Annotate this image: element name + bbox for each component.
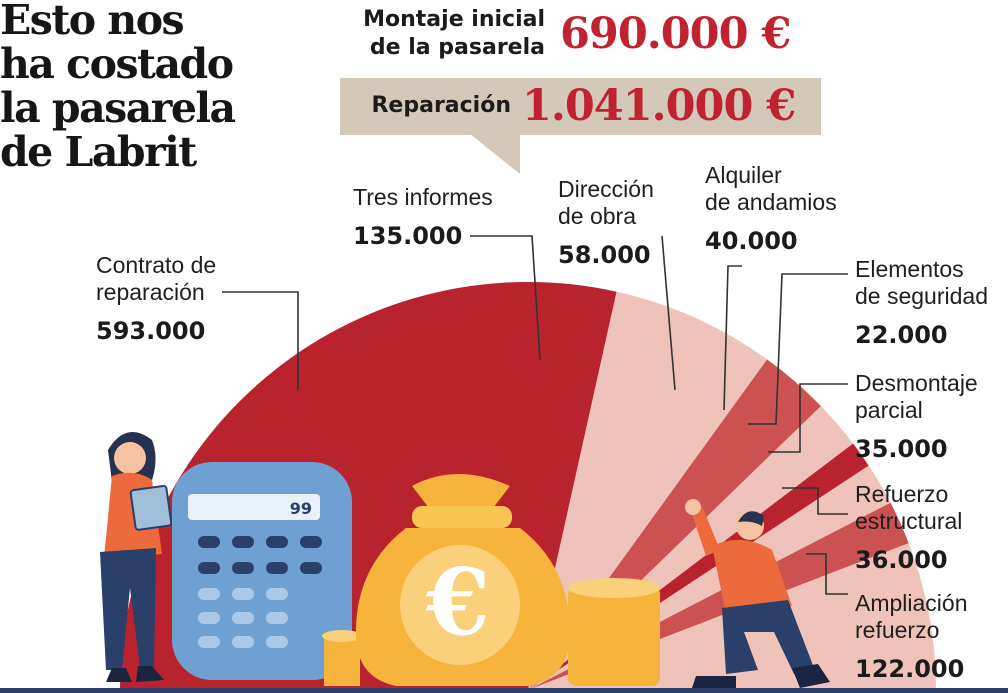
category-name: Tres informes [353, 184, 493, 210]
category-name: de andamios [705, 189, 837, 215]
category-value: 122.000 [855, 655, 965, 683]
leader-line [782, 487, 848, 515]
category-name: Elementos [855, 256, 964, 282]
category-value: 36.000 [855, 546, 948, 574]
label-desmontaje-parcial: Desmontaje parcial 35.000 [855, 370, 978, 463]
euro-money-bag-icon: € [322, 474, 660, 686]
initial-cost-label-line: Montaje inicial [363, 7, 545, 32]
calculator-icon: 99 [172, 462, 352, 680]
category-name: Ampliación [855, 590, 968, 616]
category-name: reparación [96, 279, 205, 305]
leader-line [222, 291, 299, 390]
repair-cost-label: Reparación [371, 93, 511, 118]
label-alquiler-andamios: Alquiler de andamios 40.000 [705, 162, 837, 255]
svg-text:€: € [425, 548, 490, 656]
infographic-title: Esto nos ha costado la pasarela de Labri… [0, 0, 300, 174]
bottom-rule [0, 688, 1008, 693]
initial-cost-label: Montaje inicial de la pasarela [330, 6, 545, 62]
category-name: refuerzo [855, 617, 940, 643]
woman-with-clipboard [100, 432, 173, 682]
category-name: de seguridad [855, 283, 988, 309]
label-leader-lines [222, 235, 848, 595]
category-name: Contrato de [96, 252, 217, 278]
label-ampliacion-refuerzo: Ampliación refuerzo 122.000 [855, 590, 968, 683]
category-name: Desmontaje [855, 370, 978, 396]
category-value: 35.000 [855, 435, 948, 463]
callout-pointer [470, 134, 520, 174]
category-name: de obra [558, 203, 637, 229]
category-name: Alquiler [705, 162, 782, 188]
leader-line [470, 235, 541, 361]
leader-line [661, 235, 676, 391]
leader-line [806, 553, 848, 595]
label-refuerzo-estructural: Refuerzo estructural 36.000 [855, 481, 962, 574]
category-name: Refuerzo [855, 481, 949, 507]
title-line: la pasarela [0, 84, 236, 132]
label-contrato-reparacion: Contrato de reparación 593.000 [96, 252, 216, 345]
leader-line [748, 273, 848, 425]
leader-line [723, 265, 742, 411]
title-line: ha costado [0, 40, 234, 88]
category-value: 40.000 [705, 227, 798, 255]
repair-cost-box [340, 78, 821, 135]
kneeling-man-pointing [685, 499, 830, 688]
category-value: 22.000 [855, 321, 948, 349]
title-line: de Labrit [0, 128, 197, 176]
label-tres-informes: Tres informes 135.000 [353, 184, 493, 250]
category-value: 593.000 [96, 317, 206, 345]
leader-line [768, 383, 848, 453]
initial-cost-label-line: de la pasarela [369, 35, 545, 60]
calculator-display: 99 [290, 499, 312, 518]
label-direccion-obra: Dirección de obra 58.000 [558, 176, 654, 269]
category-value: 135.000 [353, 222, 463, 250]
category-value: 58.000 [558, 241, 651, 269]
label-elementos-seguridad: Elementos de seguridad 22.000 [855, 256, 988, 349]
title-line: Esto nos [0, 0, 185, 44]
category-name: estructural [855, 508, 963, 534]
category-name: parcial [855, 397, 923, 423]
repair-cost-value: 1.041.000 € [522, 81, 796, 131]
initial-cost-value: 690.000 € [560, 9, 791, 59]
category-name: Dirección [558, 176, 654, 202]
